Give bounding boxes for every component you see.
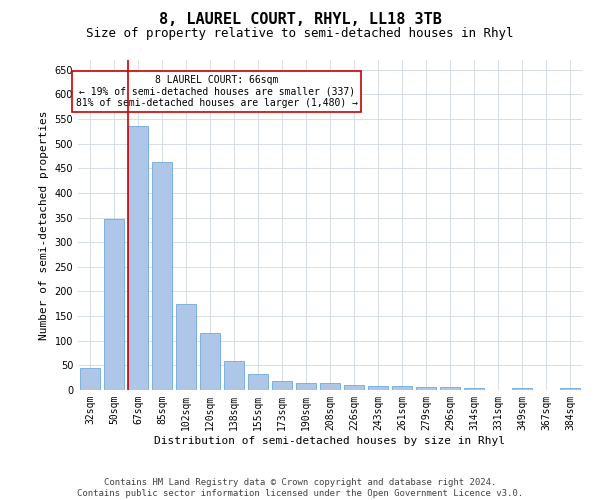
Y-axis label: Number of semi-detached properties: Number of semi-detached properties [39, 110, 49, 340]
Bar [368, 386, 388, 390]
Bar [464, 388, 484, 390]
Text: Contains HM Land Registry data © Crown copyright and database right 2024.
Contai: Contains HM Land Registry data © Crown c… [77, 478, 523, 498]
Bar [392, 386, 412, 390]
Text: 8 LAUREL COURT: 66sqm
← 19% of semi-detached houses are smaller (337)
81% of sem: 8 LAUREL COURT: 66sqm ← 19% of semi-deta… [76, 75, 358, 108]
Bar [176, 304, 196, 390]
Bar [248, 374, 268, 390]
Bar [440, 387, 460, 390]
Bar [104, 218, 124, 390]
Bar [152, 162, 172, 390]
Bar [320, 382, 340, 390]
Text: Size of property relative to semi-detached houses in Rhyl: Size of property relative to semi-detach… [86, 28, 514, 40]
Bar [128, 126, 148, 390]
Bar [416, 387, 436, 390]
X-axis label: Distribution of semi-detached houses by size in Rhyl: Distribution of semi-detached houses by … [155, 436, 505, 446]
Bar [200, 334, 220, 390]
Bar [512, 388, 532, 390]
Bar [344, 385, 364, 390]
Bar [80, 368, 100, 390]
Bar [560, 388, 580, 390]
Bar [224, 362, 244, 390]
Bar [272, 381, 292, 390]
Bar [296, 382, 316, 390]
Text: 8, LAUREL COURT, RHYL, LL18 3TB: 8, LAUREL COURT, RHYL, LL18 3TB [158, 12, 442, 28]
